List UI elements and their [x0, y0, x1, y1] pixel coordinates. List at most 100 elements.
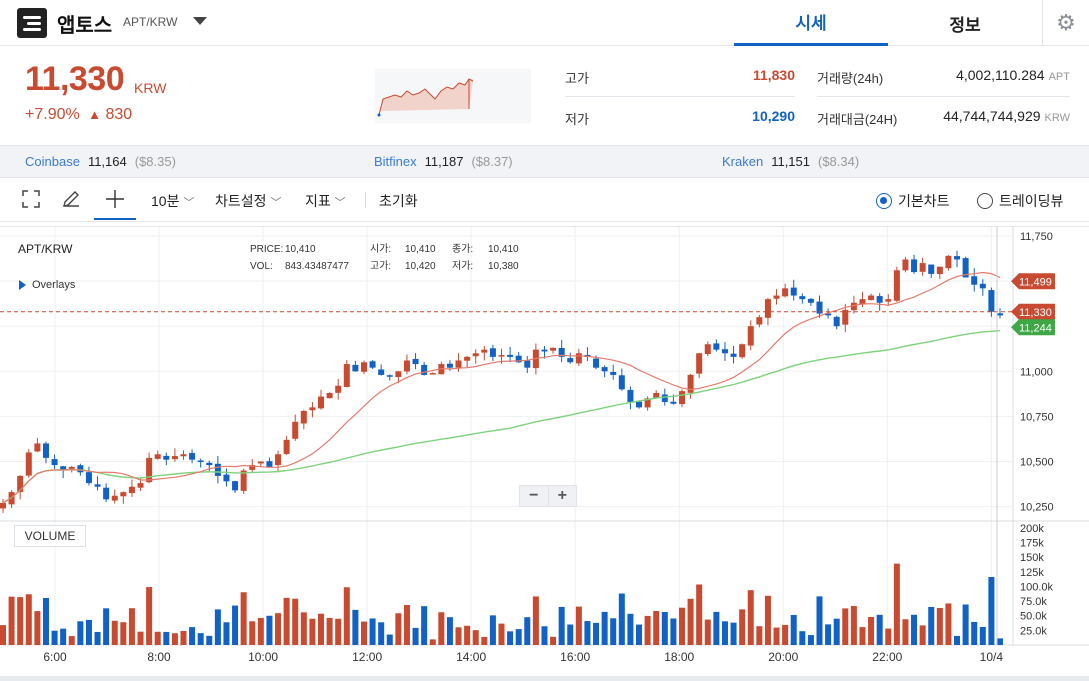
crosshair-icon[interactable]	[102, 186, 128, 212]
exchange-usd: ($8.34)	[818, 154, 860, 169]
volume-bar	[369, 618, 376, 645]
chart-settings-dropdown[interactable]: 차트설정 ﹀	[215, 191, 281, 211]
candle-body	[721, 349, 728, 354]
candle-body	[661, 394, 668, 402]
radio-selected-icon	[876, 193, 892, 209]
interval-dropdown[interactable]: 10분 ﹀	[151, 191, 194, 211]
chevron-down-icon: ﹀	[270, 197, 282, 209]
candle-body	[171, 456, 178, 460]
candle-body	[601, 367, 608, 372]
candle-body	[103, 487, 110, 500]
volume-bar	[412, 627, 419, 645]
volume-bar	[360, 621, 367, 645]
volume-bar	[378, 622, 385, 645]
exchange-bitfinex: Bitfinex 11,187 ($8.37)	[374, 154, 513, 169]
candlestick-chart-svg[interactable]: 11,75011,50011,25011,00010,75010,50010,2…	[0, 227, 1089, 677]
volume-bar	[653, 610, 660, 645]
tradingview-radio[interactable]: 트레이딩뷰	[977, 191, 1063, 211]
candle-body	[524, 360, 531, 368]
volume-bar	[25, 594, 32, 645]
candle-body	[936, 266, 943, 275]
candle-body	[687, 374, 694, 393]
volume-tick-label: 200k	[1020, 523, 1044, 535]
triangle-right-icon	[19, 280, 26, 290]
candle-body	[137, 483, 144, 488]
candle-body	[206, 462, 213, 466]
volume-bar	[34, 611, 41, 645]
candle-body	[782, 288, 789, 297]
volume-bar	[713, 611, 720, 645]
candle-body	[283, 439, 290, 454]
candle-body	[42, 443, 49, 458]
volume-bar	[85, 619, 92, 645]
candle-body	[214, 463, 221, 476]
volume-bar	[747, 590, 754, 645]
low-info-value: 10,380	[488, 261, 519, 272]
overlays-label: Overlays	[32, 279, 76, 291]
ohlc-info: PRICE: 10,410 시가: 10,410 종가: 10,410 VOL:…	[250, 241, 540, 275]
low-label: 저가	[565, 112, 589, 127]
overlays-toggle[interactable]: Overlays	[19, 279, 75, 291]
candle-body	[300, 410, 307, 424]
volume-bar	[730, 622, 737, 645]
volume-tick-label: 125k	[1020, 567, 1044, 579]
candle-body	[859, 299, 866, 305]
fullscreen-icon[interactable]	[18, 186, 44, 212]
candle-body	[446, 363, 453, 368]
amount-unit: KRW	[1044, 112, 1070, 124]
y-tick-label: 11,000	[1020, 366, 1053, 378]
change-amount: 830	[105, 106, 133, 123]
volume-bar	[911, 614, 918, 645]
volume-bar	[197, 633, 204, 645]
volume-bar	[403, 605, 410, 645]
pencil-icon[interactable]	[58, 186, 84, 212]
candle-body	[996, 313, 1004, 316]
candle-body	[120, 492, 127, 497]
tab-price[interactable]: 시세	[734, 0, 888, 46]
candle-body	[893, 270, 900, 301]
candle-body	[962, 258, 969, 278]
volume-bar	[464, 625, 471, 645]
indicators-dropdown[interactable]: 지표 ﹀	[305, 191, 346, 211]
high-info-value: 10,420	[405, 261, 436, 272]
volume-number: 4,002,110.284	[956, 67, 1045, 83]
volume-bar	[799, 631, 806, 645]
candle-body	[747, 326, 754, 346]
chevron-down-icon: ﹀	[334, 197, 346, 209]
coin-name: 앱토스	[57, 15, 113, 37]
divider	[817, 96, 1070, 97]
volume-bar	[919, 625, 926, 645]
volume-bar	[721, 621, 728, 645]
price-chart[interactable]: 11,75011,50011,25011,00010,75010,50010,2…	[0, 226, 1089, 676]
zoom-in-button[interactable]: +	[557, 487, 567, 504]
gear-icon[interactable]: ⚙	[1042, 0, 1089, 46]
chevron-down-icon[interactable]	[193, 17, 207, 25]
volume-bar	[936, 607, 943, 645]
volume-value: 4,002,110.284 APT	[900, 67, 1070, 83]
volume-bar	[782, 624, 789, 645]
candle-body	[128, 486, 135, 494]
candle-body	[232, 481, 239, 491]
moving-average-long-line	[2, 330, 1001, 504]
candle-body	[395, 371, 402, 378]
volume-bar	[790, 614, 797, 645]
candle-body	[764, 299, 771, 318]
candle-body	[627, 389, 634, 402]
tab-info[interactable]: 정보	[949, 15, 981, 35]
candle-body	[644, 398, 651, 408]
volume-bar	[627, 613, 634, 645]
volume-bar	[257, 617, 264, 645]
candle-body	[360, 362, 367, 372]
vol-info-value: 843.43487477	[285, 261, 349, 272]
basic-chart-label: 기본차트	[898, 193, 950, 209]
volume-tick-label: 50.0k	[1020, 611, 1047, 623]
reset-button[interactable]: 초기화	[379, 193, 418, 209]
basic-chart-radio[interactable]: 기본차트	[876, 191, 950, 211]
zoom-out-button[interactable]: −	[520, 486, 549, 506]
candle-body	[833, 316, 840, 327]
volume-bar	[326, 617, 333, 645]
volume-bar	[902, 619, 909, 645]
volume-bar	[971, 621, 978, 645]
volume-bar	[180, 631, 187, 645]
volume-bar	[601, 611, 608, 645]
